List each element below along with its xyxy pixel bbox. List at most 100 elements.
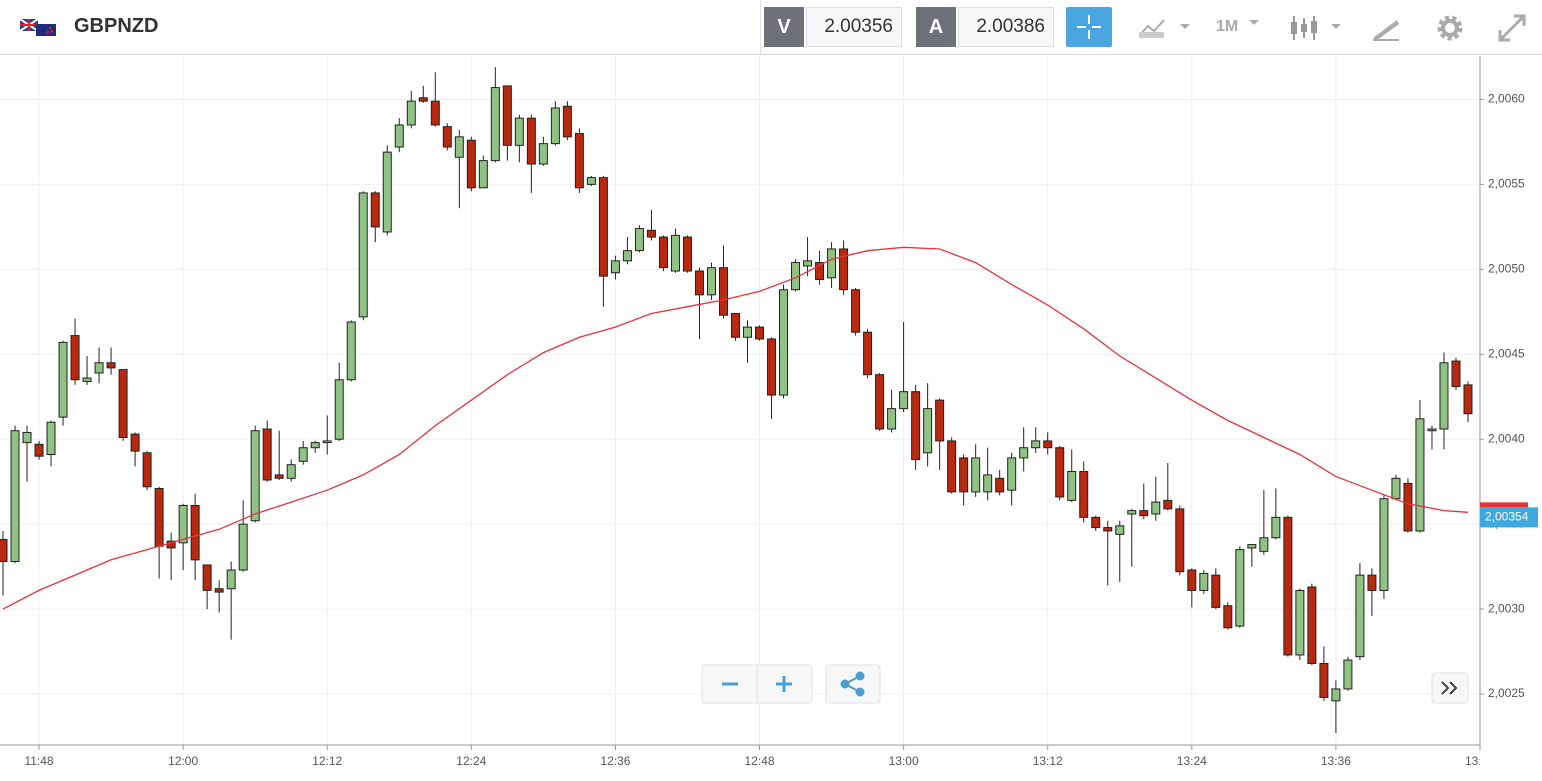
y-tick-label: 2,0025 (1488, 686, 1525, 700)
buy-price[interactable]: 2.00386 (958, 7, 1054, 47)
candle-body (851, 289, 861, 333)
settings-button[interactable] (1434, 12, 1466, 44)
candle-body (286, 464, 296, 479)
y-tick-label: 2,0040 (1488, 431, 1525, 445)
candle-body (1391, 477, 1401, 500)
x-tick-label: 12:36 (600, 754, 630, 768)
candle-body (983, 474, 993, 493)
x-tick-label: 12:24 (456, 754, 486, 768)
candle-body (634, 228, 644, 252)
candle-body (1031, 440, 1041, 449)
x-tick-label: 12:00 (168, 754, 198, 768)
candle-body (839, 248, 849, 291)
candle-body (1355, 574, 1365, 658)
candle-body (1451, 360, 1461, 388)
y-tick-label: 2,0055 (1488, 177, 1525, 191)
candle-style-button[interactable] (1286, 12, 1346, 44)
axes: 2,00252,00302,00352,00402,00452,00502,00… (24, 92, 1538, 768)
scroll-end-button[interactable] (1431, 672, 1469, 704)
y-tick-label: 2,0050 (1488, 262, 1525, 276)
candle-body (1331, 688, 1341, 702)
candle-body (971, 457, 981, 493)
crosshair-button[interactable] (1066, 7, 1112, 47)
x-tick-label: 12:48 (744, 754, 774, 768)
candle-body (1283, 516, 1293, 656)
candle-body (706, 267, 716, 296)
candle-body (694, 270, 704, 296)
buy-label[interactable]: A (916, 7, 956, 47)
candle-body (250, 430, 260, 522)
candle-body (574, 132, 584, 189)
candle-body (1307, 586, 1317, 664)
x-tick-label: 13:24 (1177, 754, 1207, 768)
candle-body (1427, 428, 1437, 432)
fullscreen-button[interactable] (1496, 12, 1528, 44)
zoom-in[interactable] (776, 676, 792, 692)
candle-body (1151, 501, 1161, 515)
candle-body (670, 234, 680, 272)
y-tick-label: 2,0045 (1488, 346, 1525, 360)
candle-body (947, 440, 957, 493)
candle-body (1439, 362, 1449, 430)
candle-body (334, 379, 344, 440)
candle-body (82, 377, 92, 382)
flag-icon (20, 19, 56, 36)
candle-body (274, 474, 284, 479)
x-tick-label: 13:12 (1033, 754, 1063, 768)
candle-body (1463, 384, 1473, 415)
timeframe[interactable]: 1M (1216, 18, 1239, 35)
candle-body (1247, 544, 1257, 549)
candle-body (959, 457, 969, 493)
divider (760, 0, 761, 55)
candle-body (382, 151, 392, 233)
candle-body (562, 105, 572, 138)
candle-body (743, 326, 753, 338)
candle-body (1115, 525, 1125, 535)
x-tick-label: 13:48 (1465, 754, 1495, 768)
candle-body (1091, 516, 1101, 529)
candle-body (1019, 447, 1029, 459)
timeframe-caret[interactable] (1248, 18, 1262, 28)
candle-body (394, 124, 404, 148)
chart-type-button[interactable] (1136, 14, 1192, 42)
candle-body (586, 177, 596, 185)
candle-body (118, 369, 128, 439)
candle-body (0, 538, 8, 563)
candle-body (442, 126, 452, 148)
candle-body (911, 391, 921, 461)
candle-body (1103, 527, 1113, 532)
candle-body (34, 443, 44, 457)
y-tick-label: 2,0060 (1488, 92, 1525, 106)
candle-body (718, 267, 728, 316)
sell-price[interactable]: 2.00356 (806, 7, 902, 47)
candle-body (1079, 470, 1089, 518)
candle-body (1379, 498, 1389, 591)
candle-body (863, 331, 873, 376)
x-tick-label: 12:12 (312, 754, 342, 768)
candle-body (142, 452, 152, 488)
x-tick-label: 13:36 (1321, 754, 1351, 768)
draw-tool-button[interactable] (1370, 14, 1402, 42)
candle-body (1235, 549, 1245, 627)
x-tick-label: 13:00 (889, 754, 919, 768)
candle-body (478, 160, 488, 189)
candle-body (1403, 482, 1413, 532)
candle-body (154, 487, 164, 547)
candle-body (923, 408, 933, 454)
candle-body (1223, 605, 1233, 629)
candle-body (514, 117, 524, 146)
y-tick-label: 2,0030 (1488, 601, 1525, 615)
candle-body (730, 313, 740, 338)
candle-body (358, 192, 368, 318)
candle-body (815, 262, 825, 281)
candle-body (1343, 659, 1353, 690)
ma-label: 2,00354 (1485, 510, 1529, 524)
share-button[interactable] (825, 664, 881, 704)
sell-label[interactable]: V (764, 7, 804, 47)
ma-marker (1480, 502, 1528, 508)
candle-body (202, 564, 212, 591)
candle-body (550, 107, 560, 145)
candle-body (178, 504, 188, 544)
